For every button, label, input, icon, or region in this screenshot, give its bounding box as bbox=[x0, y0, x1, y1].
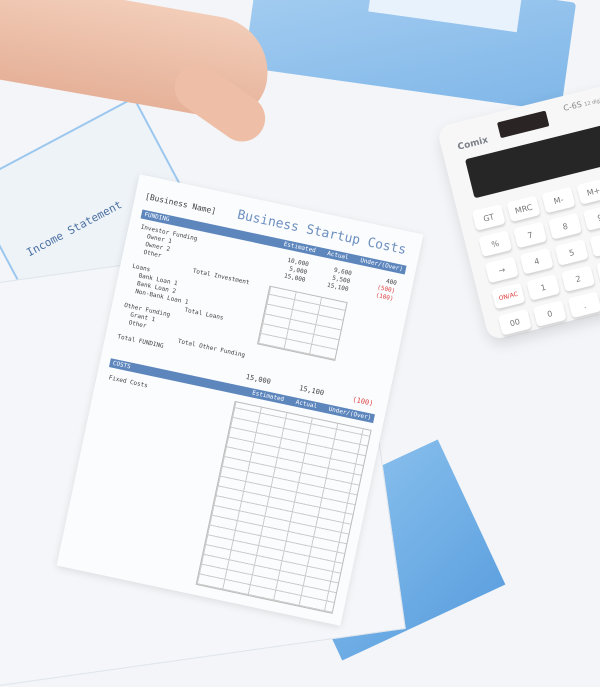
costs-grid bbox=[195, 400, 372, 614]
income-statement-title: Income Statement bbox=[24, 198, 125, 260]
calculator-key: 9 bbox=[583, 204, 600, 231]
actual-values: 9,600 5,500 15,100 bbox=[326, 266, 353, 294]
funding-grid bbox=[256, 285, 348, 361]
calculator-key: 4 bbox=[519, 247, 554, 275]
calculator-key: MRC bbox=[506, 195, 541, 223]
calculator-brand: Comix bbox=[456, 135, 490, 153]
calculator-key: 00 bbox=[497, 308, 532, 336]
calculator-key: . bbox=[567, 291, 600, 319]
calculator-key: 1 bbox=[526, 274, 561, 301]
calculator-key: 5 bbox=[554, 239, 589, 266]
calculator-key: GT bbox=[471, 204, 506, 231]
calculator-key: → bbox=[484, 256, 519, 284]
fixed-costs-label: Fixed Costs bbox=[108, 374, 149, 390]
calculator-key: 7 bbox=[513, 221, 548, 249]
calculator-key: 3 bbox=[596, 256, 600, 284]
calculator-key: 6 bbox=[589, 230, 600, 258]
calculator-model: C-6S 12 digits bbox=[562, 96, 600, 113]
under-over-values: 400 (500) (100) bbox=[374, 277, 398, 303]
estimated-values: 10,000 5,000 15,000 bbox=[283, 256, 310, 284]
calculator-key: 0 bbox=[532, 300, 567, 327]
calculator-key: 2 bbox=[561, 265, 596, 292]
calculator-key: ON/AC bbox=[491, 282, 526, 310]
calculator-key: M- bbox=[541, 186, 576, 214]
calculator-key: 8 bbox=[548, 212, 583, 240]
calculator-key: % bbox=[478, 230, 513, 258]
solar-panel bbox=[496, 110, 550, 139]
calculator: Comix C-6S 12 digits GTMRCM-M+÷%789×→456… bbox=[436, 79, 600, 341]
funding-rows: Investor Funding Owner 1 Owner 2 Other T… bbox=[116, 223, 251, 359]
calculator-key: M+ bbox=[576, 178, 600, 205]
